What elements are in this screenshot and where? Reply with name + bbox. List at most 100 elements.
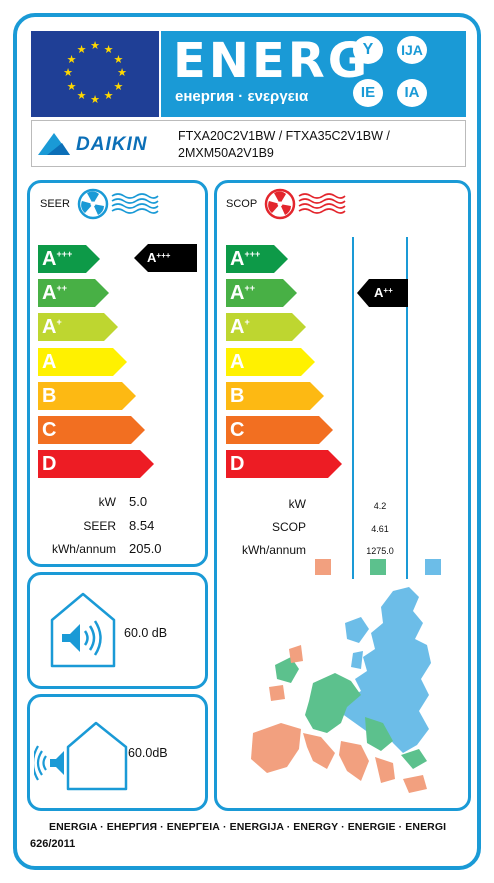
class-arrow-shape <box>226 245 288 273</box>
outdoor-noise-panel <box>27 694 208 811</box>
class-label-sup: ++ <box>244 283 255 294</box>
outdoor-noise-value: 60.0dB <box>128 746 168 760</box>
class-arrow-shape <box>226 381 324 410</box>
class-label-sup: ++ <box>56 283 67 294</box>
eu-star-icon: ★ <box>113 80 124 93</box>
heating-class-indicator: A++ <box>357 279 408 307</box>
regulation-number: 626/2011 <box>30 838 76 850</box>
cooling-annual-value: 205.0 <box>129 541 162 556</box>
cooling-kw-label: kW <box>98 495 116 509</box>
class-arrow-shape <box>38 347 127 376</box>
class-arrow-shape <box>226 347 315 376</box>
class-label-sup: +++ <box>244 249 261 259</box>
cooling-class-base: A <box>147 250 157 265</box>
class-label: A+++ <box>230 248 261 270</box>
class-arrow-shape <box>226 450 342 479</box>
heating-class-arrow: A <box>226 347 315 376</box>
europe-climate-map <box>251 587 431 793</box>
climate-average-swatch <box>370 559 386 575</box>
climate-warmer-swatch <box>315 559 331 575</box>
class-label: A+++ <box>42 248 73 270</box>
class-label: B <box>42 384 57 407</box>
class-arrow-shape <box>38 416 145 444</box>
models-line-1: FTXA20C2V1BW / FTXA35C2V1BW / <box>178 129 390 143</box>
class-label-sup: +++ <box>56 249 73 259</box>
class-label: A <box>42 350 57 373</box>
class-label-sup: + <box>244 317 250 328</box>
footer-languages: ENERGIA · ЕНЕРГИЯ · ΕΝΕΡΓΕΙΑ · ENERGIJA … <box>49 821 447 833</box>
eu-star-icon: ★ <box>113 53 124 66</box>
heating-class-arrow: A+ <box>226 313 306 342</box>
class-label: C <box>42 419 57 441</box>
heating-class-arrow: D <box>226 450 342 479</box>
indicator-arrow-shape <box>134 244 197 272</box>
supplier-box: DAIKIN FTXA20C2V1BW / FTXA35C2V1BW / 2MX… <box>31 120 466 167</box>
cooling-class-arrow: A+ <box>38 313 118 342</box>
cooling-class-text: A+++ <box>147 244 170 274</box>
class-arrow-shape <box>38 279 109 308</box>
cooling-class-arrow: A <box>38 347 127 376</box>
heating-class-arrow: A+++ <box>226 245 288 273</box>
eu-star-icon: ★ <box>76 90 87 103</box>
heating-class-base: A <box>374 285 384 300</box>
class-arrow-shape <box>226 313 306 342</box>
class-arrow-shape <box>226 416 333 444</box>
average-zone <box>275 657 427 769</box>
heating-class-arrow: B <box>226 381 324 410</box>
fan-cooling-icon <box>77 188 159 220</box>
column-divider-2 <box>406 237 408 579</box>
brand-logo: DAIKIN <box>36 131 168 157</box>
indicator-arrow-shape <box>357 279 408 307</box>
indoor-noise-panel <box>27 572 208 689</box>
eu-star-icon: ★ <box>103 90 114 103</box>
model-identifiers: FTXA20C2V1BW / FTXA35C2V1BW / 2MXM50A2V1… <box>178 128 390 162</box>
cooling-kw-value: 5.0 <box>129 494 148 509</box>
lang-suffix-y: Y <box>353 36 383 64</box>
house-outdoor-sound-icon <box>34 721 128 791</box>
eu-star-icon: ★ <box>90 94 100 106</box>
cooling-class-arrow: A+++ <box>38 245 100 273</box>
heating-annual-value: 1275.0 <box>366 546 394 556</box>
class-label: D <box>42 453 57 476</box>
eu-star-icon: ★ <box>66 80 77 93</box>
cooling-class-arrow: D <box>38 450 154 479</box>
eu-star-icon: ★ <box>117 67 127 79</box>
class-label: A+ <box>230 316 250 339</box>
heating-kw-label: kW <box>288 497 306 511</box>
heating-class-arrow: A++ <box>226 279 297 308</box>
cooling-class-sup: +++ <box>156 251 171 260</box>
fan-heating-icon <box>264 188 346 220</box>
class-arrow-shape <box>38 381 136 410</box>
class-arrow-shape <box>38 245 100 273</box>
class-label-sup: + <box>56 317 62 328</box>
energy-word: ENERG <box>173 33 371 89</box>
class-label: D <box>230 453 245 476</box>
lang-suffix-ie: IE <box>353 79 383 107</box>
heating-annual-label: kWh/annum <box>241 543 306 557</box>
column-divider-1 <box>352 237 354 579</box>
class-label: B <box>230 384 245 407</box>
class-label: A <box>230 350 245 373</box>
class-arrow-shape <box>38 313 118 342</box>
brand-name: DAIKIN <box>76 134 148 155</box>
heating-kw-value: 4.2 <box>373 501 387 511</box>
class-label: A++ <box>230 282 255 305</box>
cooling-annual-label: kWh/annum <box>51 542 116 556</box>
warmer-zone <box>251 645 427 793</box>
heating-class-arrow: C <box>226 416 333 444</box>
daikin-logo-icon <box>38 133 70 155</box>
eu-flag-icon: ★ ★ ★ ★ ★ ★ ★ ★ ★ ★ ★ ★ <box>31 31 159 117</box>
models-line-2: 2MXM50A2V1B9 <box>178 146 274 160</box>
lang-suffix-ia: IA <box>397 79 427 107</box>
eu-star-icon: ★ <box>103 43 114 56</box>
heating-class-text: A++ <box>374 279 393 309</box>
lang-suffix-ija: IJA <box>397 36 427 64</box>
colder-zone <box>341 587 431 753</box>
cooling-class-arrow: C <box>38 416 145 444</box>
eu-star-icon: ★ <box>90 40 100 52</box>
cooling-seer-value: 8.54 <box>129 518 155 533</box>
class-arrow-shape <box>226 279 297 308</box>
eu-star-icon: ★ <box>63 67 73 79</box>
house-speaker-icon <box>50 592 116 668</box>
heating-class-sup: ++ <box>383 286 393 295</box>
